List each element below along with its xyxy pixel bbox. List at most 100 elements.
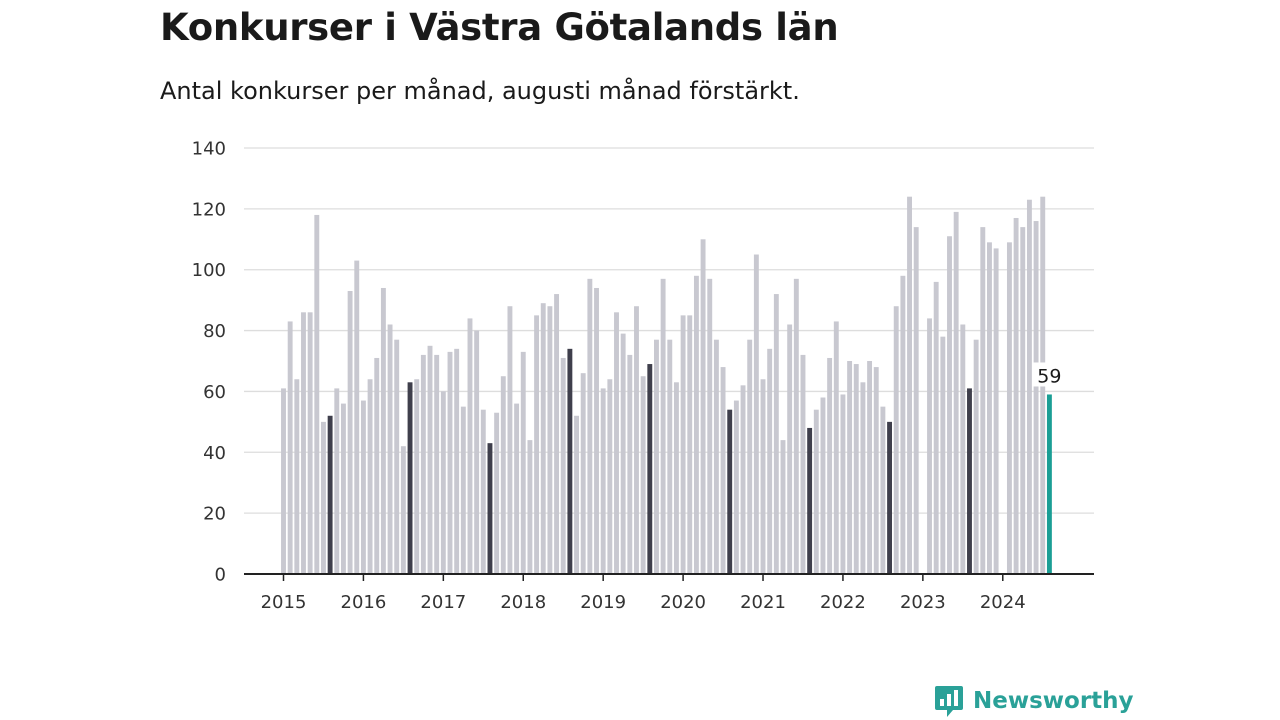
bar [647,364,653,574]
bar [447,351,453,574]
bar [887,421,893,574]
bar [720,367,726,574]
bar [660,278,666,574]
bar [374,357,380,574]
bar [520,351,526,574]
bar [1013,217,1019,575]
bar [327,415,333,574]
bar [460,406,466,574]
bar [294,379,300,574]
bar [387,324,393,574]
annotation-background [1033,362,1066,387]
bar [454,348,460,574]
x-tick-label: 2018 [500,592,546,613]
bar [281,388,286,574]
bar [600,388,606,574]
x-tick-label: 2017 [420,592,466,613]
bar [1026,199,1032,575]
bar [1006,242,1012,574]
bar [314,214,320,574]
bar [973,339,979,574]
bar [334,388,340,574]
bar [853,364,859,574]
bar [560,357,566,574]
y-tick-label: 80 [203,321,226,342]
bar [980,227,986,575]
brand-name: Newsworthy [973,688,1134,714]
y-tick-label: 60 [203,382,226,403]
x-tick-label: 2020 [660,592,706,613]
y-axis-ticks: 0 20 40 60 80 100 120 140 [192,139,226,586]
bar [287,321,293,574]
bar [614,312,619,574]
bar [534,315,540,574]
bar [514,403,520,574]
bar [987,242,992,574]
bar [800,354,806,574]
x-tick-label: 2016 [341,592,387,613]
bar [480,409,486,574]
bar [580,373,586,574]
bar [567,348,573,574]
bar [700,239,706,575]
x-tick-label: 2022 [820,592,866,613]
bar [354,260,360,574]
bar [907,196,912,574]
bar [733,400,739,574]
bar [773,294,779,574]
y-tick-label: 0 [215,565,226,586]
bar [587,278,593,574]
bar [440,391,446,574]
y-tick-label: 40 [203,443,226,464]
chart-title: Konkurser i Västra Götalands län [160,6,839,49]
bar [900,275,906,574]
y-tick-label: 120 [192,199,226,220]
bar [693,275,699,574]
bar [820,397,826,574]
bar [507,306,513,574]
y-tick-label: 140 [192,139,226,160]
bar [873,367,879,574]
bar [940,336,946,574]
newsworthy-logo-icon [935,686,963,717]
bar [893,306,899,574]
bar [740,385,746,574]
x-tick-label: 2015 [261,592,307,613]
bar [474,330,480,574]
bar [860,382,866,574]
bar [627,354,633,574]
bar [807,427,813,574]
bar [547,306,553,574]
bar [420,354,426,574]
bar [407,382,413,574]
bar [380,287,386,574]
bar [847,361,853,574]
bar [927,318,932,574]
bar [307,312,313,574]
bar [467,318,473,574]
bar [727,409,733,574]
bar [527,440,533,574]
bar [620,333,626,574]
bar [953,211,959,574]
bar [753,254,759,574]
bar [1033,221,1039,574]
x-axis: 2015 2016 2017 2018 2019 2020 2021 2022 2023 2024 [244,573,1094,613]
bar [340,403,346,574]
bar [540,303,546,574]
bar [360,400,366,574]
bar [967,388,972,574]
brand-logo[interactable]: Newsworthy [934,684,1134,718]
bar [634,306,639,574]
bar [767,348,773,574]
y-tick-label: 20 [203,504,226,525]
bar [554,294,560,574]
bar [880,406,886,574]
bar [713,339,719,574]
x-tick-label: 2021 [740,592,786,613]
bar [594,287,599,574]
bar [394,339,400,574]
chart-subtitle: Antal konkurser per månad, augusti månad… [160,77,800,105]
bar [993,248,999,574]
